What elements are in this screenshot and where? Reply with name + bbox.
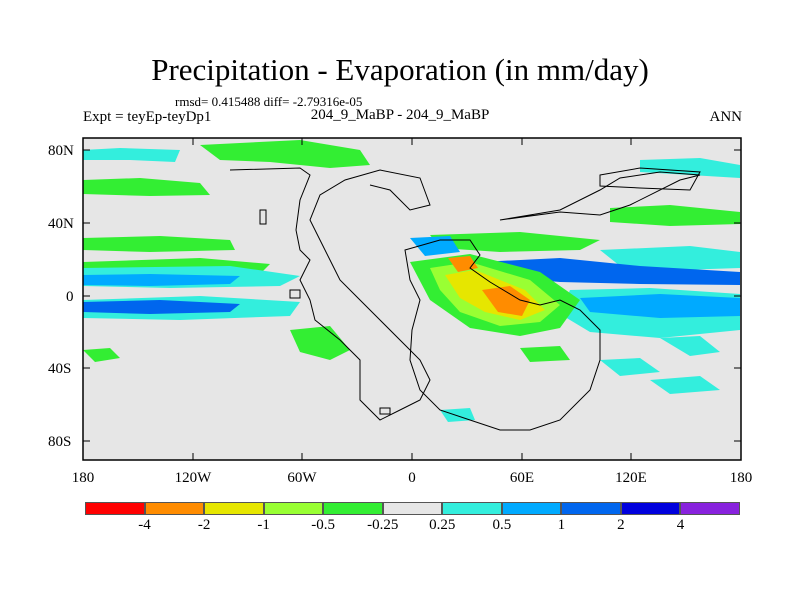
colorbar-swatch [85, 502, 145, 515]
y-tick-label: 40N [48, 216, 74, 232]
colorbar-label: 0.5 [492, 517, 512, 533]
colorbar-swatch [561, 502, 621, 515]
x-tick-label: 0 [408, 470, 416, 486]
field-shading [83, 140, 740, 422]
x-tick-label: 180 [72, 470, 95, 486]
colorbar-swatch [442, 502, 502, 515]
subtitle: 204_9_MaBP - 204_9_MaBP [310, 107, 490, 123]
colorbar-swatch [501, 502, 562, 515]
colorbar-label: -0.5 [311, 517, 336, 533]
y-tick-label: 80N [48, 143, 74, 159]
colorbar-swatch [263, 502, 324, 515]
colorbar-label: 2 [617, 517, 625, 533]
x-axis [82, 138, 742, 460]
colorbar-swatch [620, 502, 681, 515]
chart-title: Precipitation - Evaporation (in mm/day) [151, 52, 649, 87]
y-tick-label: 80S [48, 434, 71, 450]
x-tick-label: 180 [730, 470, 753, 486]
y-tick-label: 0 [66, 289, 74, 305]
x-tick-label: 60W [287, 470, 317, 486]
coastlines [229, 167, 701, 431]
colorbar-label: -1 [257, 517, 270, 533]
colorbar-label: 4 [676, 517, 685, 533]
x-tick-label: 60E [510, 470, 534, 486]
colorbar-swatch [323, 502, 383, 515]
colorbar-swatch [144, 502, 205, 515]
season-label: ANN [709, 109, 743, 125]
stats-text: rmsd= 0.415488 diff= -2.79316e-05 [175, 94, 363, 109]
x-tick-label: 120E [615, 470, 647, 486]
colorbar-swatch [204, 502, 264, 515]
colorbar-swatch [680, 502, 740, 515]
colorbar-label: 0.25 [429, 517, 456, 533]
colorbar-label: 1 [557, 517, 566, 533]
colorbar-label: -2 [197, 517, 211, 533]
experiment-label: Expt = teyEp-teyDp1 [83, 109, 212, 125]
colorbar-swatch [382, 502, 443, 515]
colorbar-label: -0.25 [367, 517, 399, 533]
y-tick-label: 40S [48, 361, 71, 377]
colorbar-label: -4 [138, 517, 151, 533]
x-tick-label: 120W [175, 470, 213, 486]
y-axis [83, 149, 741, 442]
